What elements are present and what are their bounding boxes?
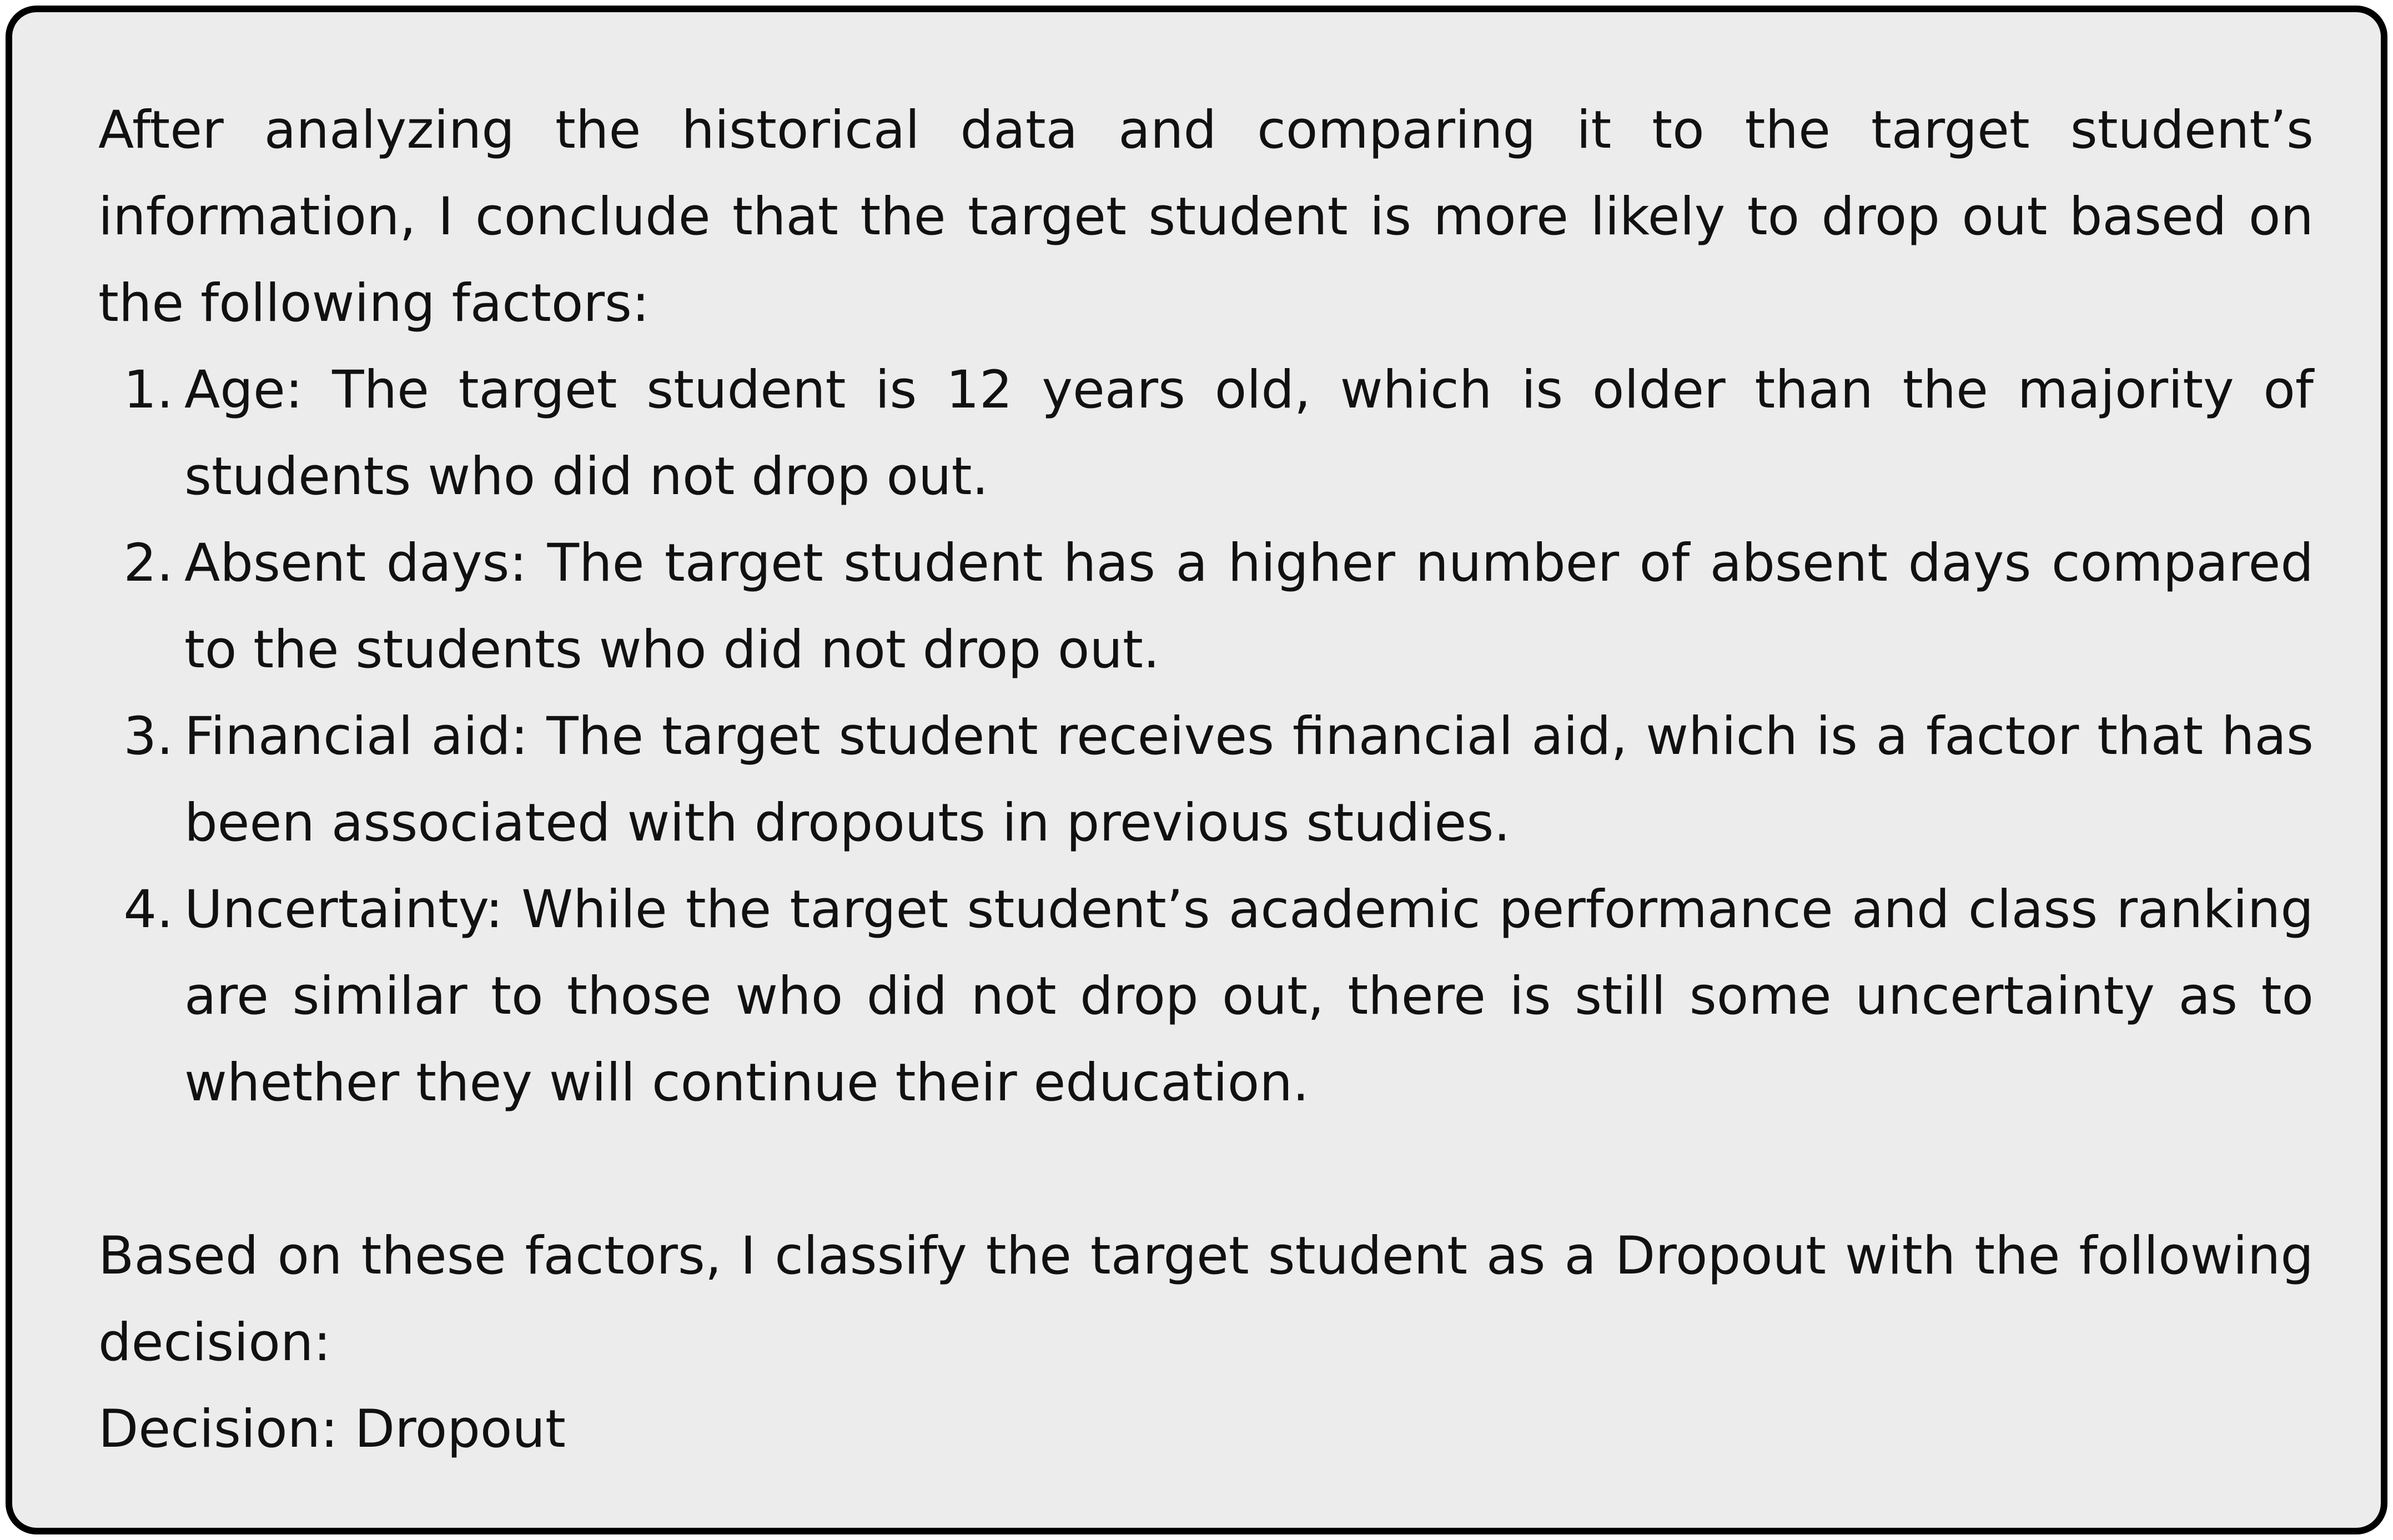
factor-number: 4. xyxy=(123,879,173,940)
intro-paragraph: After analyzing the historical data and … xyxy=(98,100,2314,334)
conclusion-paragraph: Based on these factors, I classify the t… xyxy=(98,1226,2314,1373)
paragraph-spacer xyxy=(98,1126,2314,1213)
factor-number: 1. xyxy=(123,360,173,420)
factor-list: 1. Age: The target student is 12 years o… xyxy=(98,347,2314,1126)
response-content: After analyzing the historical data and … xyxy=(98,87,2314,1473)
factor-number: 3. xyxy=(123,706,173,767)
factor-item: 1. Age: The target student is 12 years o… xyxy=(98,347,2314,520)
decision-line: Decision: Dropout xyxy=(98,1399,566,1460)
factor-item: 3. Financial aid: The target student rec… xyxy=(98,693,2314,867)
factor-text: Age: The target student is 12 years old,… xyxy=(184,360,2314,507)
factor-number: 2. xyxy=(123,533,173,593)
factor-text: Absent days: The target student has a hi… xyxy=(184,533,2314,680)
response-card: After analyzing the historical data and … xyxy=(6,6,2387,1534)
factor-text: Uncertainty: While the target student’s … xyxy=(184,879,2314,1113)
factor-item: 2. Absent days: The target student has a… xyxy=(98,520,2314,693)
factor-text: Financial aid: The target student receiv… xyxy=(184,706,2314,853)
factor-item: 4. Uncertainty: While the target student… xyxy=(98,867,2314,1126)
